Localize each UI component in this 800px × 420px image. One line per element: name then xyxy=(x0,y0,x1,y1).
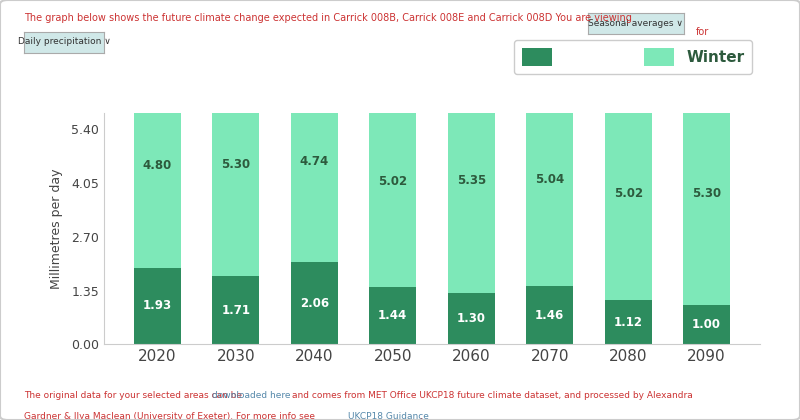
Bar xyxy=(605,100,652,300)
Text: for: for xyxy=(696,27,710,37)
Bar xyxy=(683,94,730,304)
Text: Gardner & Ilya Maclean (University of Exeter). For more info see: Gardner & Ilya Maclean (University of Ex… xyxy=(24,412,315,420)
Text: 4.74: 4.74 xyxy=(300,155,329,168)
Text: 1.46: 1.46 xyxy=(535,309,564,322)
Text: UKCP18 Guidance: UKCP18 Guidance xyxy=(348,412,429,420)
Bar xyxy=(448,79,494,293)
Bar xyxy=(134,268,181,344)
Bar xyxy=(370,87,416,287)
Bar xyxy=(290,262,338,344)
Text: Seasonal averages ∨: Seasonal averages ∨ xyxy=(589,19,683,29)
Text: 5.02: 5.02 xyxy=(378,175,407,188)
Text: Daily precipitation ∨: Daily precipitation ∨ xyxy=(18,37,110,47)
Text: 5.04: 5.04 xyxy=(535,173,564,186)
Bar xyxy=(134,76,181,268)
Bar xyxy=(290,74,338,262)
Bar xyxy=(605,300,652,344)
Text: and comes from MET Office UKCP18 future climate dataset, and processed by Alexan: and comes from MET Office UKCP18 future … xyxy=(292,391,693,399)
Text: 5.30: 5.30 xyxy=(222,158,250,171)
Text: 1.71: 1.71 xyxy=(222,304,250,317)
Text: 1.12: 1.12 xyxy=(614,315,642,328)
Text: 5.02: 5.02 xyxy=(614,187,642,200)
Text: 1.44: 1.44 xyxy=(378,309,407,322)
Y-axis label: Millimetres per day: Millimetres per day xyxy=(50,169,63,289)
Text: .: . xyxy=(420,412,423,420)
Text: downloaded here: downloaded here xyxy=(212,391,290,399)
Text: The graph below shows the future climate change expected in Carrick 008B, Carric: The graph below shows the future climate… xyxy=(24,13,632,23)
Bar xyxy=(448,293,494,344)
Text: 1.30: 1.30 xyxy=(457,312,486,325)
Bar xyxy=(526,286,574,344)
Bar xyxy=(212,65,259,276)
Text: 1.00: 1.00 xyxy=(692,318,721,331)
Text: The original data for your selected areas can be: The original data for your selected area… xyxy=(24,391,242,399)
Text: 5.35: 5.35 xyxy=(457,173,486,186)
Bar xyxy=(370,287,416,344)
Bar xyxy=(526,86,574,286)
Text: 1.93: 1.93 xyxy=(142,299,172,312)
Text: 4.80: 4.80 xyxy=(142,160,172,173)
Legend: Summer, Winter: Summer, Winter xyxy=(514,40,752,74)
Text: 5.30: 5.30 xyxy=(692,186,722,199)
Text: 2.06: 2.06 xyxy=(300,297,329,310)
Bar xyxy=(212,276,259,344)
Bar xyxy=(683,304,730,344)
